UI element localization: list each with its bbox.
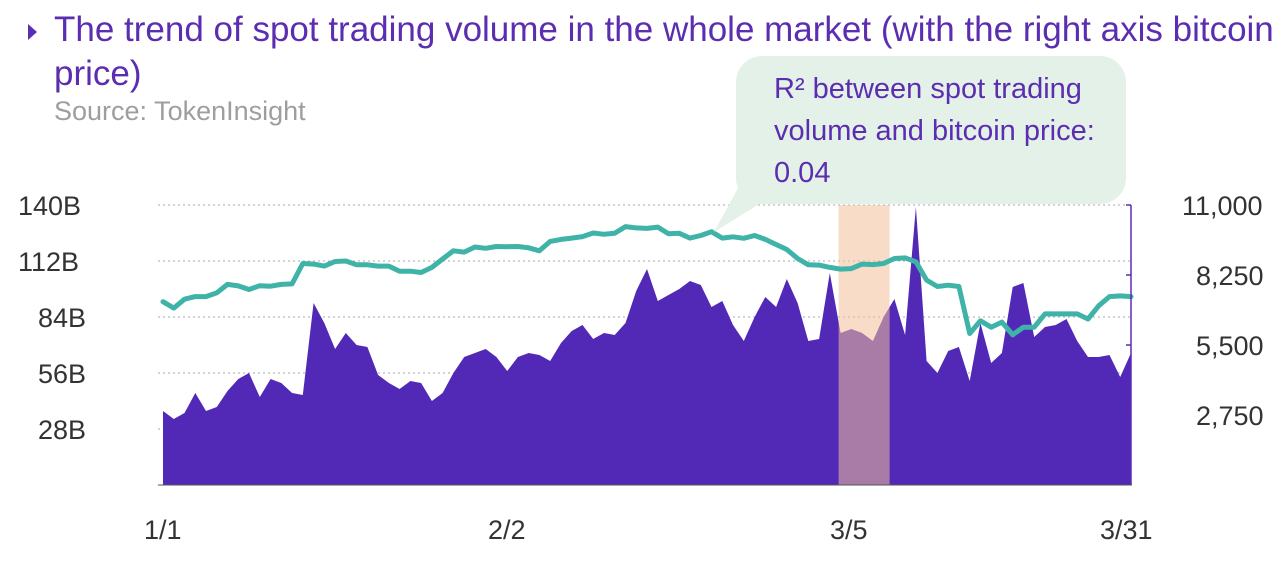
y-right-tick-8250: 8,250 xyxy=(1196,261,1264,291)
y-left-tick-56: 56B xyxy=(38,359,87,389)
price-line xyxy=(160,224,1134,338)
x-tick-3-5: 3/5 xyxy=(830,515,868,545)
x-tick-2-2: 2/2 xyxy=(488,515,526,545)
y-left-tick-112: 112B xyxy=(18,247,80,277)
r2-callout-text: R² between spot trading volume and bitco… xyxy=(774,73,1095,189)
y-left-tick-28: 28B xyxy=(38,415,87,445)
y-left-tick-140: 140B xyxy=(18,191,82,221)
x-tick-1-1: 1/1 xyxy=(144,515,182,545)
r2-callout xyxy=(736,56,1126,204)
x-tick-3-31: 3/31 xyxy=(1100,515,1153,545)
title-bullet-icon xyxy=(28,24,37,40)
chart-source: Source: TokenInsight xyxy=(54,96,306,126)
highlight-band xyxy=(838,205,890,485)
y-right-tick-2750: 2,750 xyxy=(1196,401,1264,431)
right-axis-ticks xyxy=(1126,204,1131,416)
chart-title: The trend of spot trading volume in the … xyxy=(54,10,1274,93)
volume-area xyxy=(163,207,1131,485)
y-left-tick-84: 84B xyxy=(38,303,87,333)
y-right-tick-11000: 11,000 xyxy=(1182,191,1263,221)
y-right-tick-5500: 5,500 xyxy=(1196,331,1264,361)
